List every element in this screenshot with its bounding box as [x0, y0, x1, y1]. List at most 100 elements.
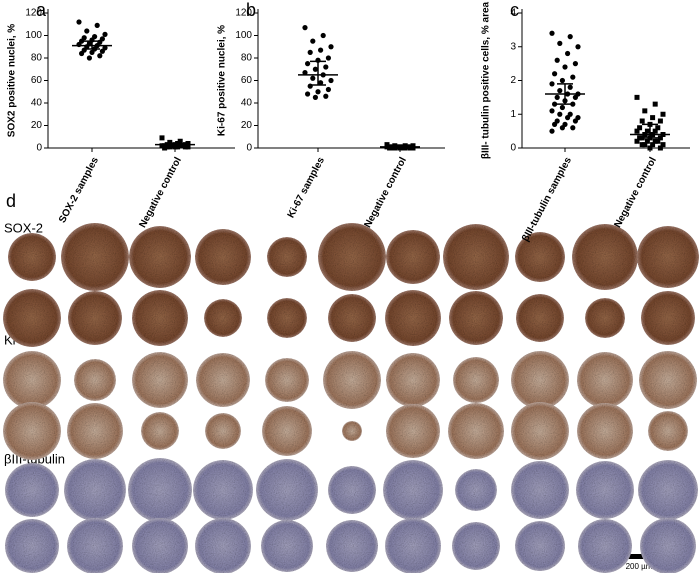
data-point	[557, 88, 563, 94]
data-point	[97, 53, 103, 59]
y-tick-label: 1	[510, 109, 516, 120]
data-point	[565, 50, 571, 57]
y-tick-label: 4	[510, 8, 516, 19]
x-tick-label: Ki-67 samples	[286, 155, 327, 220]
data-point	[565, 115, 571, 121]
data-point	[575, 44, 581, 50]
data-point	[557, 40, 563, 46]
tissue-core	[74, 359, 116, 401]
data-point	[164, 144, 170, 150]
data-point	[94, 22, 100, 28]
data-point	[305, 61, 311, 67]
tissue-core	[328, 294, 376, 342]
data-point	[660, 111, 666, 117]
data-point	[562, 64, 568, 70]
tissue-core	[67, 403, 123, 459]
row-label: SOX-2	[4, 220, 43, 235]
tissue-core	[195, 518, 251, 574]
data-point	[559, 77, 566, 84]
data-point	[86, 55, 92, 61]
y-tick-label: 40	[241, 98, 253, 109]
tissue-core	[516, 294, 564, 342]
tissue-core	[196, 353, 250, 407]
tissue-core	[511, 402, 569, 460]
data-point	[552, 71, 558, 77]
data-point	[652, 101, 658, 107]
tissue-core	[261, 520, 313, 572]
y-axis-label: Ki-67 positive nuclei, %	[217, 25, 228, 136]
panel-label: a	[36, 0, 47, 20]
data-point	[554, 57, 560, 63]
tissue-core	[577, 352, 633, 408]
data-point	[549, 108, 555, 114]
tissue-core	[323, 351, 381, 409]
tissue-core	[262, 406, 312, 456]
tissue-core	[515, 521, 565, 571]
data-point	[570, 125, 576, 131]
tissue-core	[511, 351, 569, 409]
tissue-core	[318, 223, 386, 291]
data-point	[185, 141, 191, 146]
tissue-core	[386, 404, 440, 458]
data-point	[552, 101, 558, 107]
y-tick-label: 60	[241, 75, 253, 86]
panel-label: d	[6, 191, 16, 211]
data-point	[79, 50, 85, 57]
tissue-core	[68, 291, 122, 345]
tissue-core	[132, 352, 188, 408]
tissue-core	[648, 411, 688, 451]
y-axis-label: SOX2 positive nuclei, %	[7, 24, 18, 137]
tissue-core	[577, 403, 633, 459]
data-point	[557, 111, 563, 117]
tissue-core	[386, 353, 440, 407]
tissue-core	[511, 461, 569, 519]
data-point	[312, 66, 318, 72]
data-point	[652, 128, 658, 134]
data-point	[175, 144, 181, 150]
data-point	[167, 144, 173, 150]
tissue-core	[639, 351, 697, 409]
tissue-core	[132, 518, 188, 574]
data-point	[323, 64, 329, 70]
tissue-core	[3, 351, 61, 409]
data-point	[634, 94, 640, 100]
x-tick-label: Negative control	[612, 155, 659, 230]
tissue-core	[267, 298, 307, 338]
tissue-core	[640, 518, 696, 574]
data-point	[410, 145, 416, 151]
tissue-core	[572, 224, 638, 290]
data-point	[407, 145, 413, 151]
y-tick-label: 100	[25, 30, 42, 41]
data-point	[647, 145, 653, 151]
data-point	[639, 142, 645, 148]
y-tick-label: 0	[36, 143, 42, 154]
data-point	[387, 145, 393, 151]
tissue-core	[448, 403, 504, 459]
data-point	[323, 93, 329, 99]
data-point	[159, 135, 165, 141]
data-point	[572, 118, 579, 124]
data-point	[318, 80, 324, 86]
tissue-core	[64, 459, 126, 521]
data-point	[310, 38, 316, 44]
data-point	[318, 47, 324, 53]
tissue-core	[578, 519, 632, 573]
tissue-core	[585, 298, 625, 338]
data-point	[642, 142, 648, 148]
tissue-core	[61, 223, 129, 291]
data-point	[310, 75, 316, 81]
data-point	[567, 84, 573, 90]
y-tick-label: 80	[241, 53, 253, 64]
data-point	[655, 138, 661, 144]
tissue-core	[195, 229, 251, 285]
x-tick-label: SOX-2 samples	[57, 155, 101, 225]
y-tick-label: 20	[31, 120, 43, 131]
tissue-core	[193, 460, 253, 520]
data-point	[182, 144, 188, 150]
tissue-core	[326, 520, 378, 572]
data-point	[549, 30, 555, 36]
data-point	[634, 138, 640, 144]
tissue-core	[204, 299, 242, 337]
data-point	[328, 44, 334, 50]
y-tick-label: 100	[235, 30, 252, 41]
